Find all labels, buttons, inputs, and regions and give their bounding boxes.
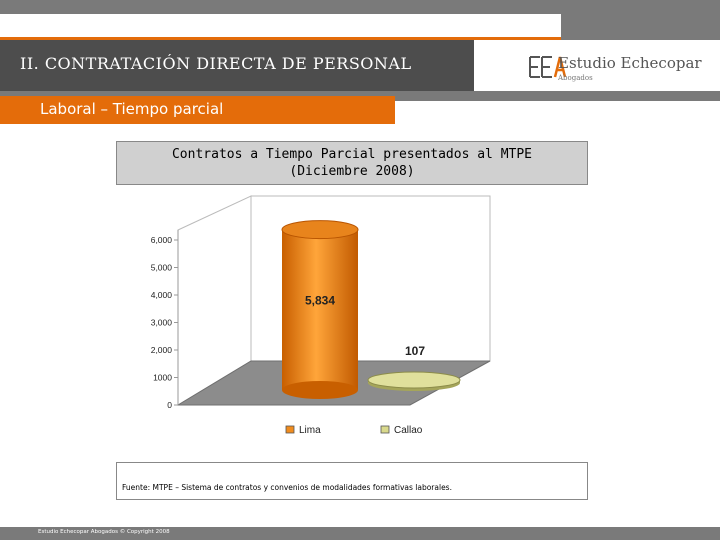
bar-lima-top: [281, 220, 359, 240]
logo: Estudio Echecopar Abogados: [474, 40, 720, 91]
bar-callao-top: [367, 371, 461, 389]
y-tick-label: 6,000: [151, 235, 173, 245]
y-tick-label: 0: [167, 400, 172, 410]
header-accent-line: [0, 37, 561, 40]
y-tick-label: 5,000: [151, 263, 173, 273]
subheader-title: Laboral – Tiempo parcial: [40, 100, 224, 118]
y-tick-label: 4,000: [151, 290, 173, 300]
header-top-strip: [0, 14, 561, 38]
footer-text: Estudio Echecopar Abogados © Copyright 2…: [38, 529, 170, 535]
legend-swatch-lima: [285, 425, 295, 434]
data-label-callao: 107: [405, 344, 425, 358]
section-title: II. CONTRATACIÓN DIRECTA DE PERSONAL: [20, 54, 412, 73]
bar-lima-body: [282, 229, 358, 390]
source-text: Fuente: MTPE – Sistema de contratos y co…: [122, 483, 452, 492]
chart-title-line-2: (Diciembre 2008): [289, 164, 415, 179]
data-label-lima: 5,834: [305, 294, 335, 308]
bar-chart: 0 1000 2,000 3,000 4,000 5,000 6,000 5,834 107 Li…: [151, 195, 491, 436]
legend-label-lima: Lima: [299, 425, 321, 436]
y-tick-label: 1000: [153, 373, 172, 383]
logo-subtitle: Abogados: [558, 74, 593, 82]
chart-title-line-1: Contratos a Tiempo Parcial presentados a…: [171, 147, 533, 162]
chart-title-box: Contratos a Tiempo Parcial presentados a…: [116, 141, 588, 185]
source-box: Fuente: MTPE – Sistema de contratos y co…: [116, 462, 588, 500]
subheader-bar: [0, 96, 395, 124]
bar-lima-base: [282, 381, 358, 399]
footer-bar: Estudio Echecopar Abogados © Copyright 2…: [0, 527, 720, 540]
y-tick-label: 3,000: [151, 318, 173, 328]
logo-name: Estudio Echecopar: [558, 54, 702, 72]
logo-mark-icon: [528, 55, 568, 79]
legend-swatch-callao: [380, 425, 390, 434]
y-tick-label: 2,000: [151, 345, 173, 355]
legend-label-callao: Callao: [394, 425, 423, 436]
header-title-bar: [0, 40, 474, 91]
